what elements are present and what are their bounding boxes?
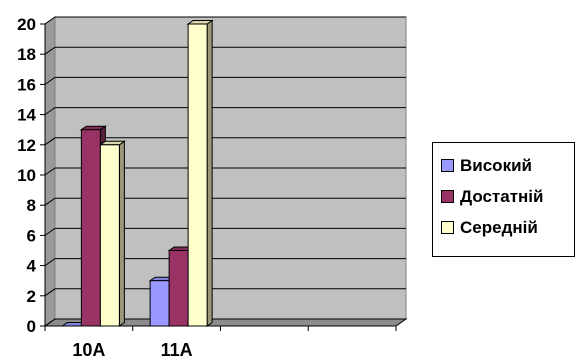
legend-label: Середній (460, 217, 538, 237)
gridline (44, 227, 406, 236)
gridline (44, 137, 406, 146)
gridline (44, 258, 406, 267)
legend-swatch (441, 190, 454, 203)
y-tick-label: 18 (17, 45, 36, 64)
bar-front (149, 280, 170, 327)
legend: Високий Достатній Середній (432, 142, 575, 257)
y-tick-label: 4 (27, 257, 37, 276)
legend-item: Достатній (441, 181, 574, 212)
y-tick-labels: 0 2 4 6 8 10 12 14 16 18 20 (17, 15, 36, 336)
legend-item: Середній (441, 212, 574, 243)
legend-item: Високий (441, 150, 574, 181)
bar-front (168, 250, 189, 327)
legend-swatch (441, 159, 454, 172)
bar-front (99, 144, 120, 327)
bar-top (79, 125, 107, 131)
gridline (44, 288, 406, 297)
gridline (44, 16, 406, 25)
gridline (44, 318, 406, 327)
gridline (44, 197, 406, 206)
x-tick-labels: 10А 11А (72, 340, 192, 360)
bar-front (80, 129, 101, 327)
bar-11А-Середній (186, 19, 214, 327)
bar-top (186, 20, 214, 25)
legend-label: Високий (460, 155, 532, 175)
gridline (44, 107, 406, 116)
bar-side (118, 140, 125, 327)
y-tick-label: 10 (17, 166, 36, 185)
y-tick-label: 2 (27, 287, 36, 306)
y-tick-label: 20 (17, 15, 36, 34)
bar-side (206, 19, 213, 327)
y-tick-label: 12 (17, 136, 36, 155)
gridline (44, 76, 406, 85)
bar-10А-Середній (98, 140, 126, 327)
y-tick-label: 14 (17, 106, 36, 125)
bars (60, 19, 214, 327)
y-tick-label: 8 (27, 196, 36, 215)
legend-label: Достатній (460, 186, 544, 206)
gridline (44, 167, 406, 176)
bar-top (98, 140, 126, 146)
x-tick-label: 10А (72, 340, 105, 360)
y-tick-label: 6 (27, 226, 36, 245)
legend-swatch (441, 221, 454, 234)
y-tick-label: 16 (17, 75, 36, 94)
bar-front (187, 23, 208, 327)
y-tick-label: 0 (27, 317, 36, 336)
gridline (44, 46, 406, 55)
x-tick-label: 11А (161, 340, 193, 360)
gridlines (44, 16, 406, 327)
